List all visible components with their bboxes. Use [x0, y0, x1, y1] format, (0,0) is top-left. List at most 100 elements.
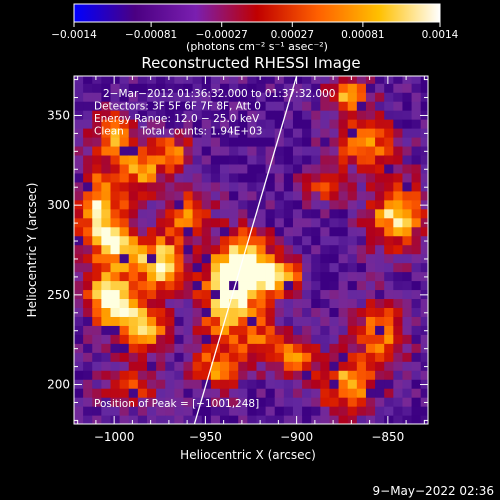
heatmap-cell: [356, 101, 367, 111]
heatmap-cell: [274, 119, 285, 129]
heatmap-cell: [165, 199, 175, 210]
heatmap-cell: [338, 83, 349, 93]
heatmap-cell: [247, 307, 258, 317]
heatmap-cell: [283, 361, 294, 371]
heatmap-cell: [128, 406, 139, 416]
heatmap-cell: [219, 307, 230, 317]
heatmap-cell: [356, 379, 367, 389]
heatmap-cell: [420, 325, 428, 335]
heatmap-cell: [238, 325, 248, 335]
heatmap-cell: [83, 128, 93, 138]
heatmap-cell: [210, 217, 221, 228]
colorbar-gradient: [73, 3, 441, 23]
heatmap-cell: [384, 298, 394, 309]
heatmap-cell: [311, 172, 321, 183]
heatmap-cell: [347, 128, 358, 138]
heatmap-cell: [174, 406, 185, 416]
heatmap-cell: [238, 406, 248, 416]
heatmap-cell: [347, 262, 358, 273]
heatmap-cell: [311, 128, 321, 138]
heatmap-cell: [219, 325, 230, 335]
heatmap-cell: [229, 370, 239, 380]
heatmap-cell: [311, 316, 321, 326]
heatmap-cell: [165, 280, 175, 291]
heatmap-cell: [74, 379, 84, 389]
heatmap-cell: [165, 136, 175, 147]
heatmap-cell: [402, 208, 413, 219]
heatmap-cell: [83, 235, 93, 246]
heatmap-cell: [320, 334, 331, 344]
heatmap-cell: [156, 298, 166, 309]
heatmap-cell: [83, 289, 93, 300]
heatmap-cell: [365, 415, 376, 424]
heatmap-cell: [384, 119, 394, 129]
heatmap-cell: [384, 235, 394, 246]
heatmap-cell: [119, 244, 130, 255]
heatmap-cell: [365, 307, 376, 317]
heatmap-cell: [201, 208, 212, 219]
chart-title: Reconstructed RHESSI Image: [141, 54, 360, 72]
heatmap-cell: [311, 271, 321, 282]
heatmap-cell: [137, 145, 148, 156]
heatmap-cell: [219, 370, 230, 380]
heatmap-cell: [92, 334, 102, 344]
heatmap-cell: [156, 217, 166, 228]
heatmap-cell: [393, 76, 404, 84]
heatmap-cell: [247, 289, 258, 300]
heatmap-cell: [210, 76, 221, 84]
heatmap-cell: [292, 271, 303, 282]
heatmap-cell: [137, 379, 148, 389]
heatmap-cell: [101, 361, 112, 371]
heatmap-cell: [256, 280, 267, 291]
heatmap-cell: [128, 307, 139, 317]
heatmap-cell: [283, 370, 294, 380]
heatmap-cell: [210, 136, 221, 147]
heatmap-cell: [137, 190, 148, 201]
heatmap-cell: [283, 226, 294, 237]
heatmap-cell: [256, 226, 267, 237]
heatmap-cell: [83, 154, 93, 165]
heatmap-cell: [146, 235, 157, 246]
heatmap-cell: [329, 343, 340, 353]
heatmap-cell: [101, 298, 112, 309]
heatmap-cell: [420, 253, 428, 264]
heatmap-cell: [201, 101, 212, 111]
heatmap-cell: [302, 298, 312, 309]
heatmap-cell: [420, 262, 428, 273]
heatmap-cell: [92, 271, 102, 282]
heatmap-cell: [210, 199, 221, 210]
heatmap-cell: [338, 199, 349, 210]
heatmap-cell: [165, 172, 175, 183]
heatmap-cell: [393, 226, 404, 237]
heatmap-cell: [146, 190, 157, 201]
heatmap-cell: [365, 154, 376, 165]
heatmap-cell: [338, 136, 349, 147]
heatmap-cell: [247, 298, 258, 309]
heatmap-cell: [420, 110, 428, 120]
heatmap-cell: [210, 145, 221, 156]
heatmap-cell: [274, 235, 285, 246]
heatmap-cell: [338, 101, 349, 111]
heatmap-cell: [74, 361, 84, 371]
heatmap-cell: [165, 253, 175, 264]
heatmap-cell: [156, 92, 166, 102]
heatmap-cell: [229, 379, 239, 389]
heatmap-cell: [283, 307, 294, 317]
heatmap-cell: [320, 406, 331, 416]
heatmap-cell: [256, 128, 267, 138]
heatmap-cell: [165, 388, 175, 398]
heatmap-cell: [402, 199, 413, 210]
heatmap-cell: [292, 298, 303, 309]
heatmap-cell: [247, 271, 258, 282]
heatmap-cell: [265, 172, 276, 183]
heatmap-cell: [265, 128, 276, 138]
heatmap-cell: [283, 136, 294, 147]
heatmap-cell: [247, 379, 258, 389]
heatmap-cell: [302, 325, 312, 335]
heatmap-cell: [146, 271, 157, 282]
heatmap-cell: [201, 289, 212, 300]
heatmap-cell: [183, 208, 194, 219]
heatmap-cell: [219, 172, 230, 183]
heatmap-cell: [101, 235, 112, 246]
heatmap-cell: [219, 415, 230, 424]
